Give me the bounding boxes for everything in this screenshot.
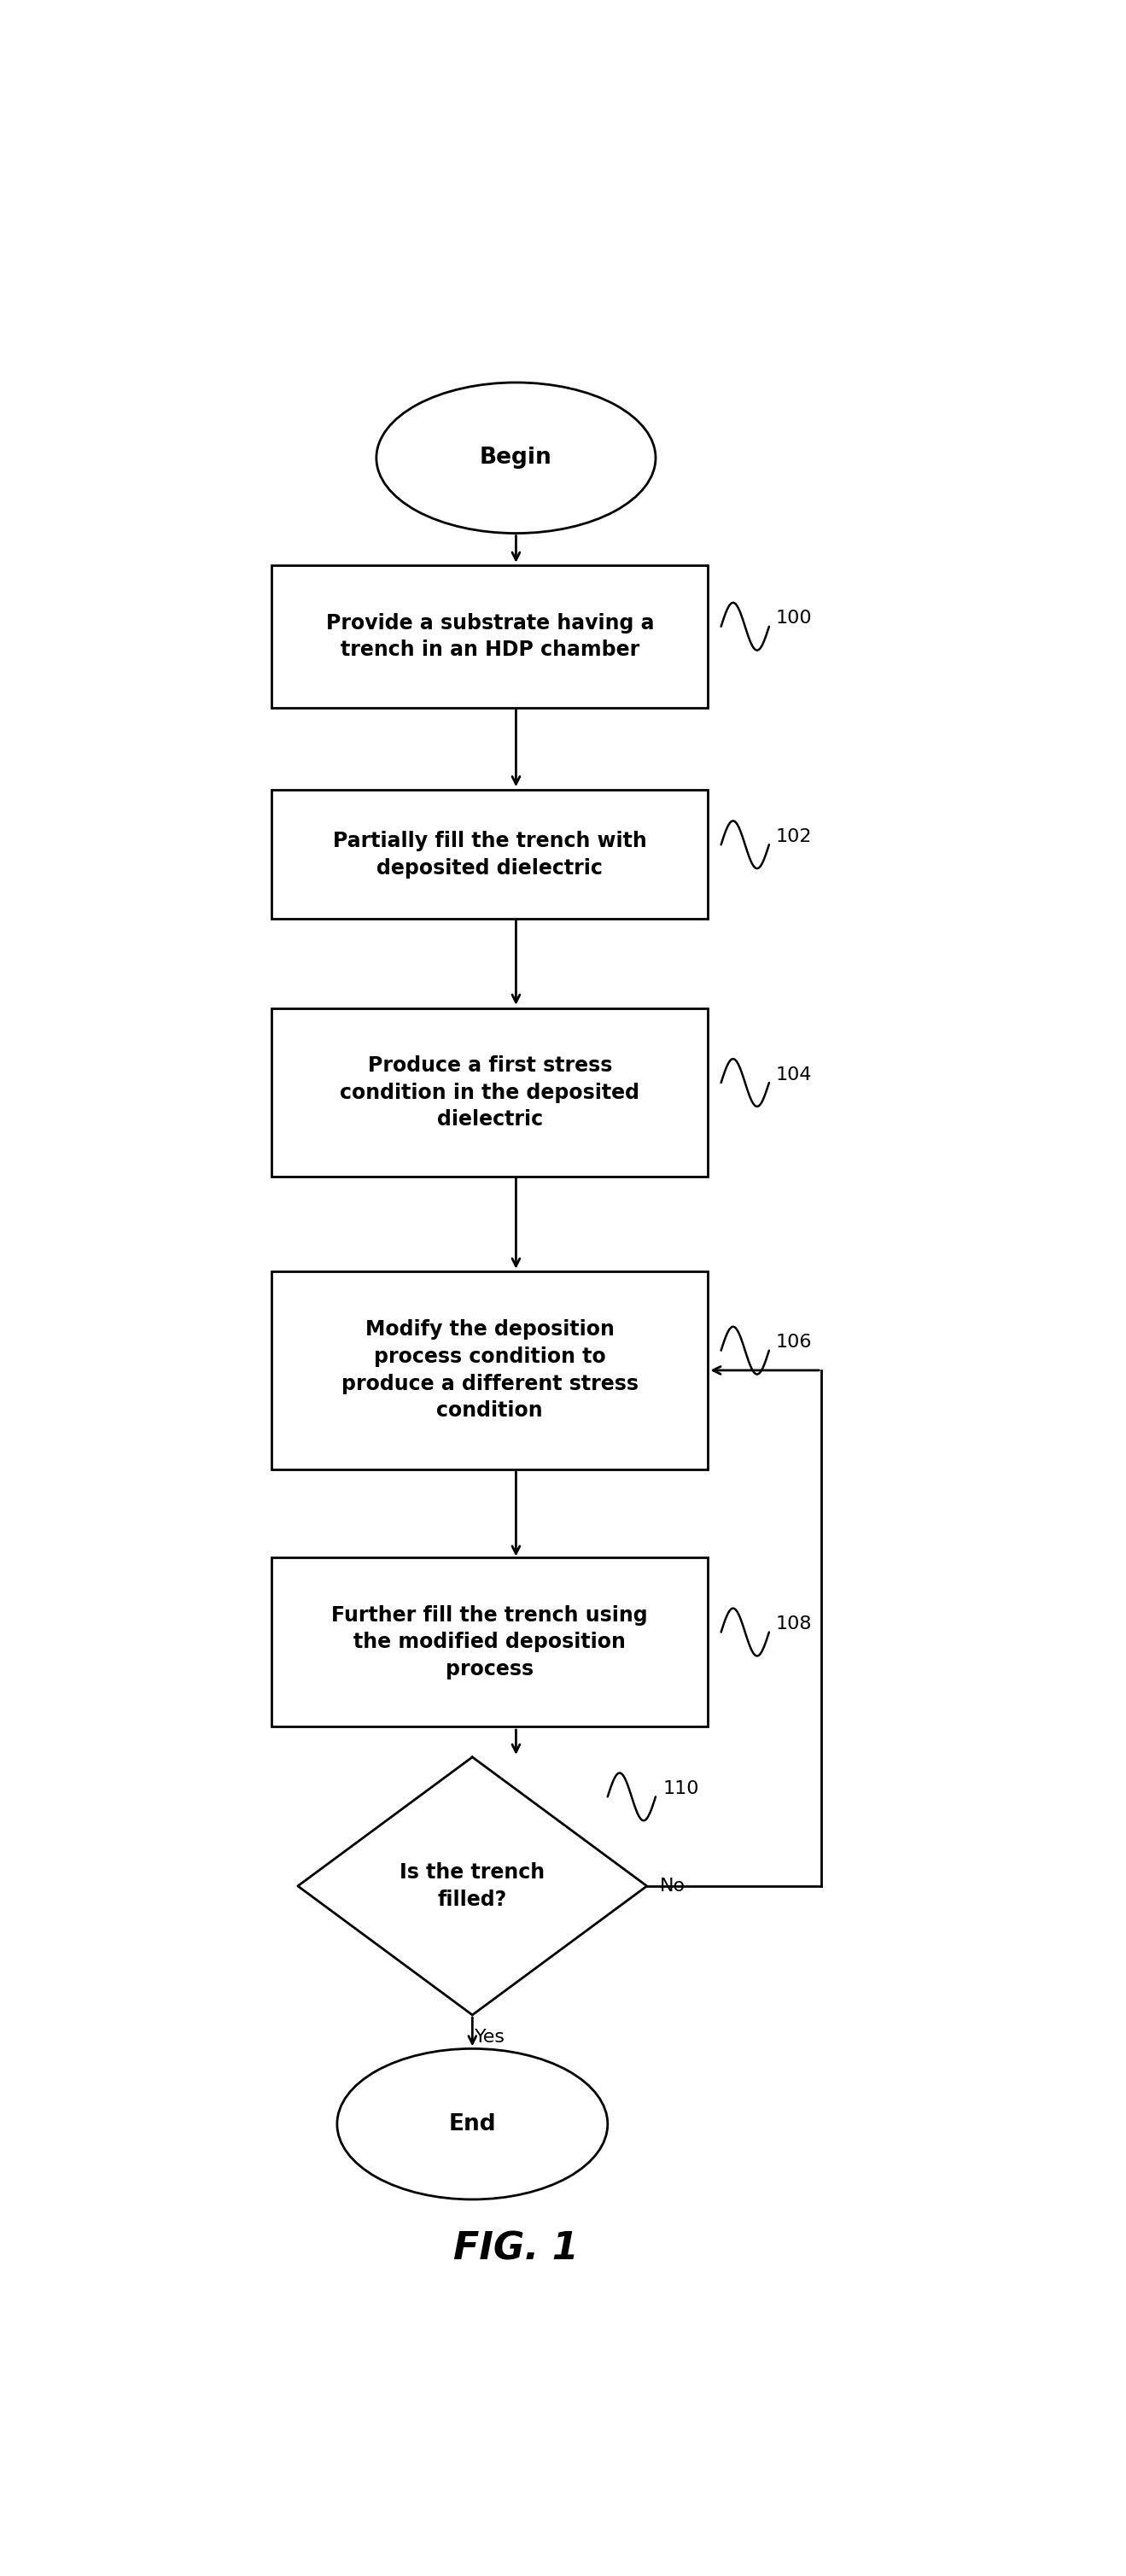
Ellipse shape [337,2048,608,2200]
Text: Begin: Begin [480,446,552,469]
Text: Provide a substrate having a
trench in an HDP chamber: Provide a substrate having a trench in a… [325,613,654,659]
Text: No: No [660,1878,686,1893]
Text: Is the trench
filled?: Is the trench filled? [400,1862,545,1909]
Polygon shape [297,1757,647,2014]
Text: 106: 106 [776,1334,812,1350]
Text: Modify the deposition
process condition to
produce a different stress
condition: Modify the deposition process condition … [341,1319,638,1422]
Bar [271,791,708,920]
Bar [271,564,708,708]
Text: 102: 102 [776,829,812,845]
Text: Further fill the trench using
the modified deposition
process: Further fill the trench using the modifi… [332,1605,647,1680]
Text: Yes: Yes [474,2030,506,2045]
Text: Produce a first stress
condition in the deposited
dielectric: Produce a first stress condition in the … [340,1056,640,1131]
Text: 108: 108 [776,1615,812,1633]
Text: Partially fill the trench with
deposited dielectric: Partially fill the trench with deposited… [333,832,646,878]
Text: FIG. 1: FIG. 1 [454,2231,579,2267]
Text: End: End [448,2112,497,2136]
Bar [271,1007,708,1177]
Bar [271,1558,708,1726]
Text: 100: 100 [776,611,813,626]
Ellipse shape [376,381,655,533]
Bar [271,1270,708,1468]
Text: 110: 110 [662,1780,699,1798]
Text: 104: 104 [776,1066,812,1084]
